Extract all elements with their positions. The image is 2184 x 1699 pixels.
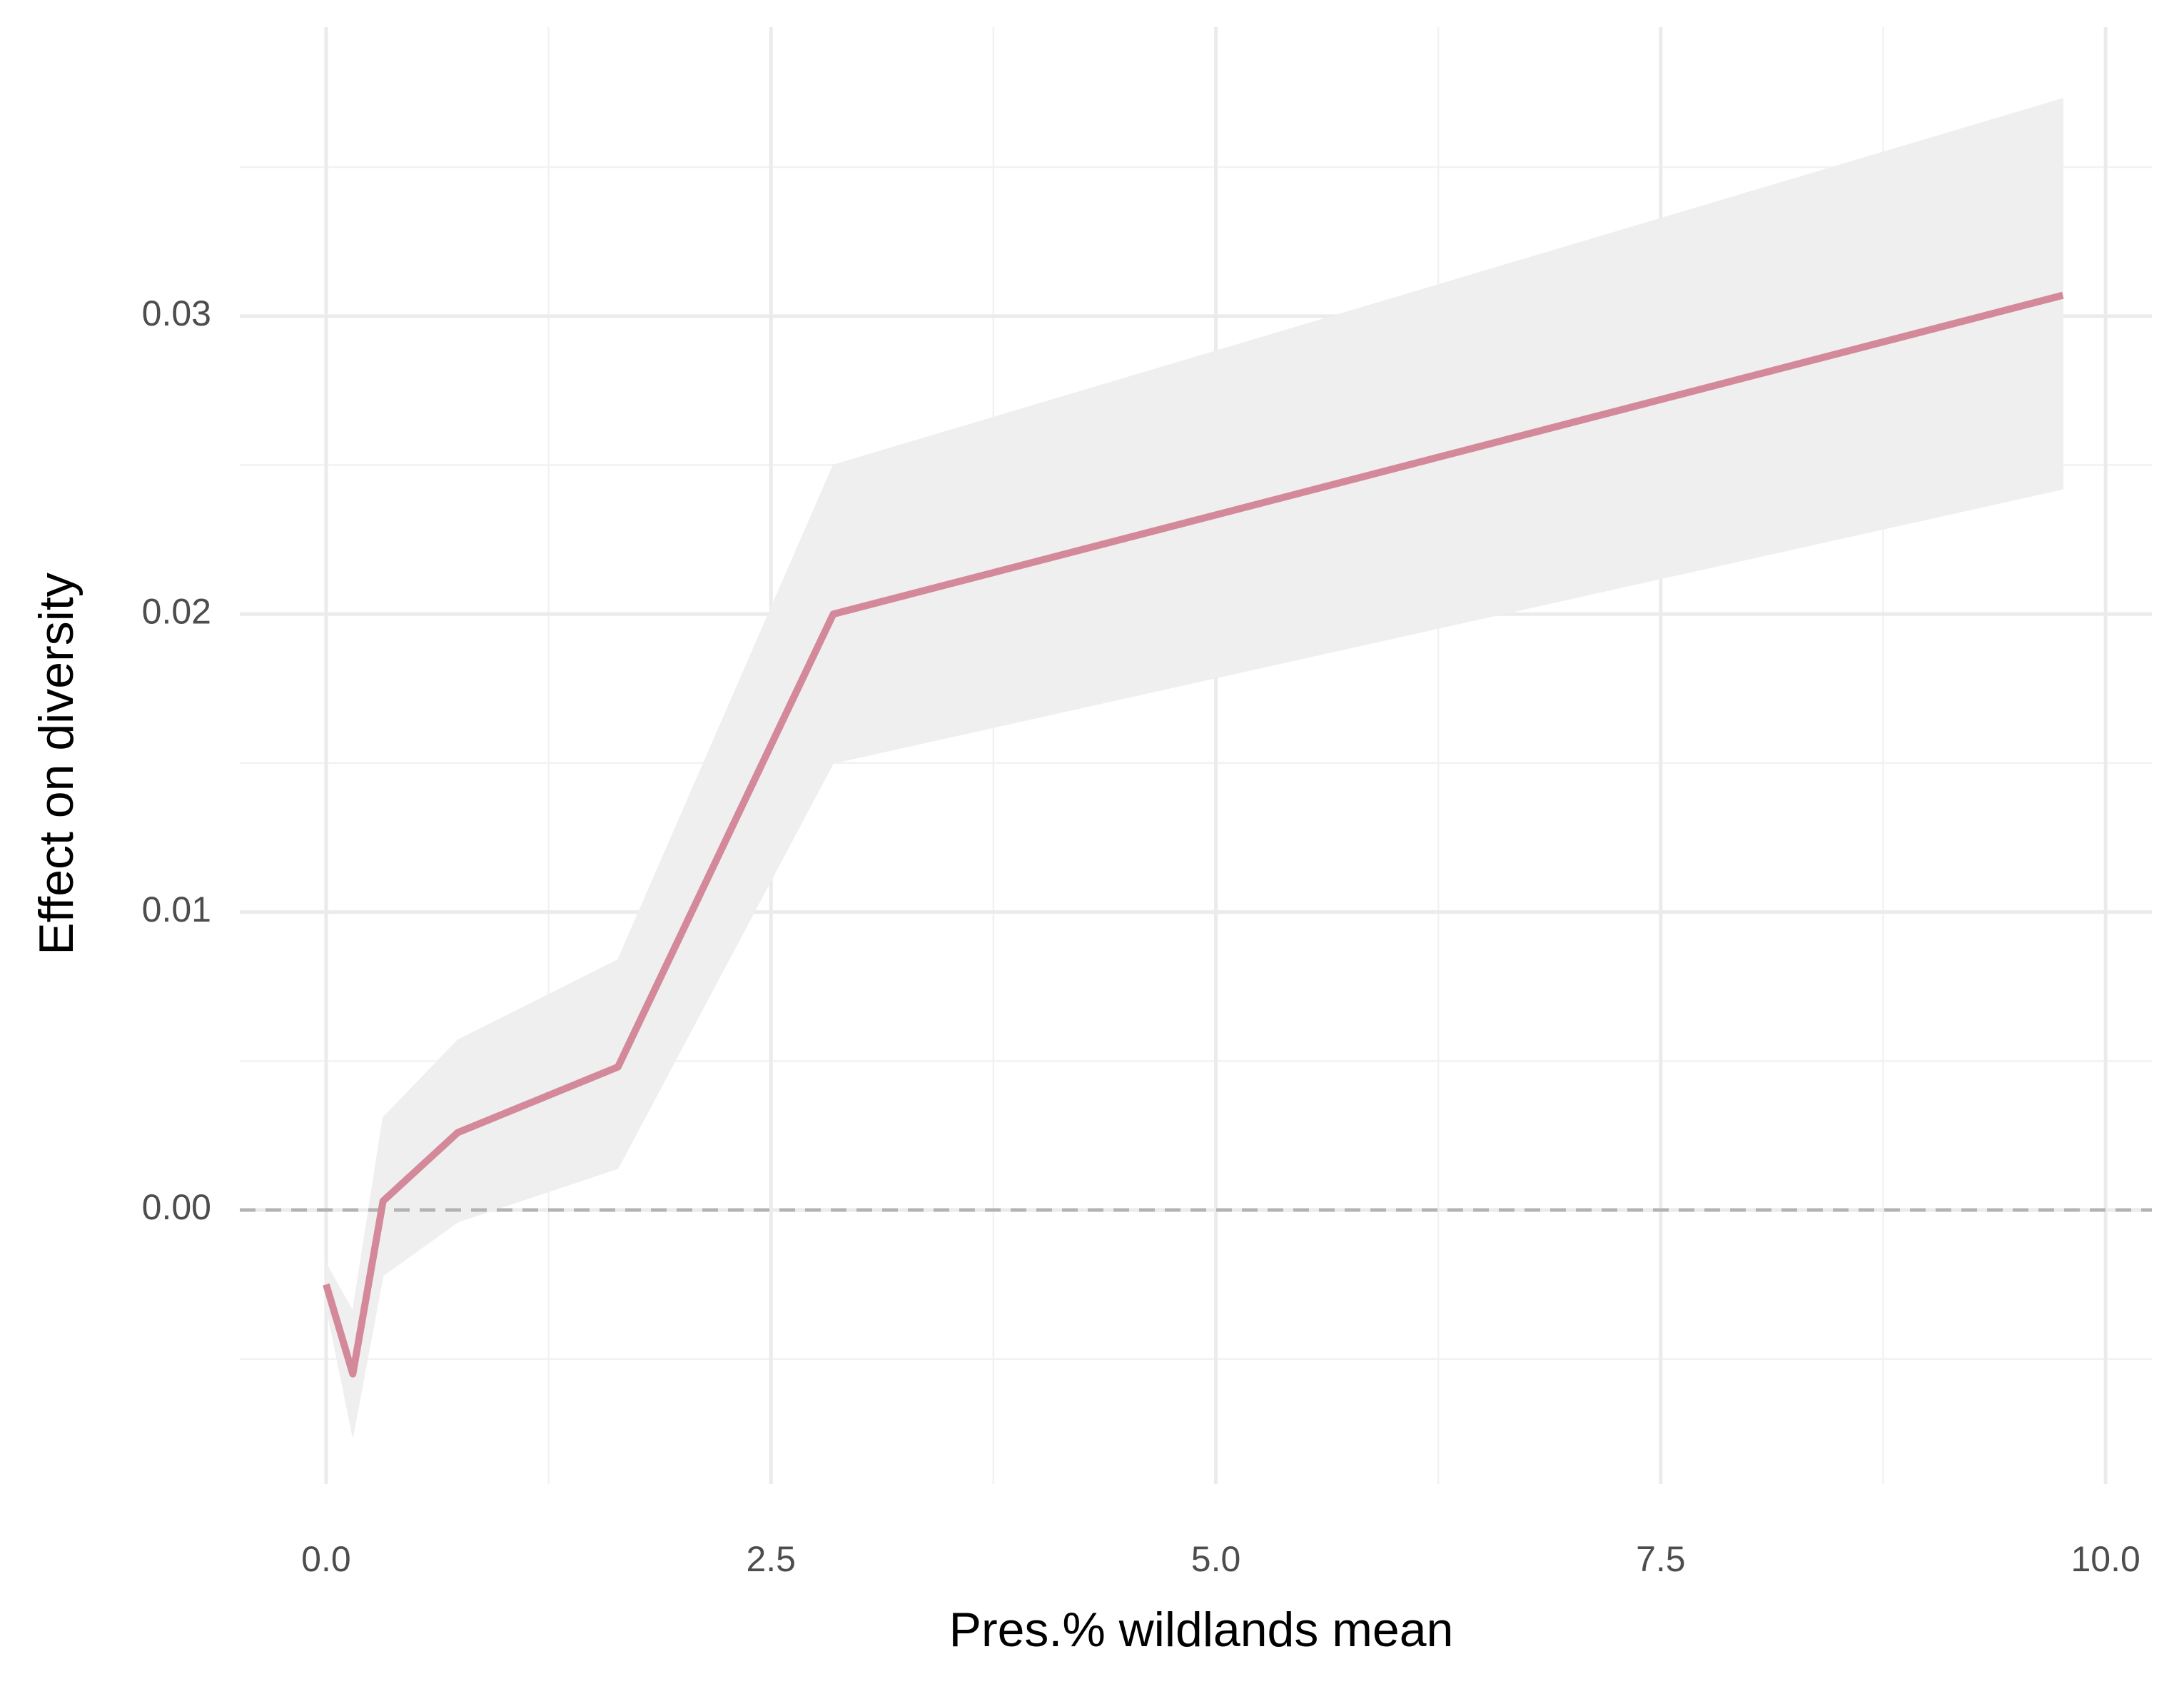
y-tick-label: 0.03	[142, 293, 211, 333]
x-tick-label: 2.5	[746, 1539, 796, 1579]
y-axis-title: Effect on diversity	[29, 573, 84, 954]
x-axis-title: Pres.% wildlands mean	[949, 1603, 1454, 1657]
x-tick-label: 10.0	[2071, 1539, 2140, 1579]
line	[323, 291, 2064, 1378]
confidence-band	[832, 98, 2064, 764]
y-tick-label: 0.02	[142, 591, 211, 631]
y-tick-label: 0.01	[142, 889, 211, 929]
x-tick-label: 0.0	[301, 1539, 351, 1579]
x-tick-label: 7.5	[1636, 1539, 1686, 1579]
confidence-band	[382, 1039, 459, 1277]
confidence-band	[617, 465, 834, 1169]
y-tick-label: 0.00	[142, 1187, 211, 1227]
confidence-band	[457, 959, 619, 1223]
x-tick-label: 5.0	[1191, 1539, 1241, 1579]
